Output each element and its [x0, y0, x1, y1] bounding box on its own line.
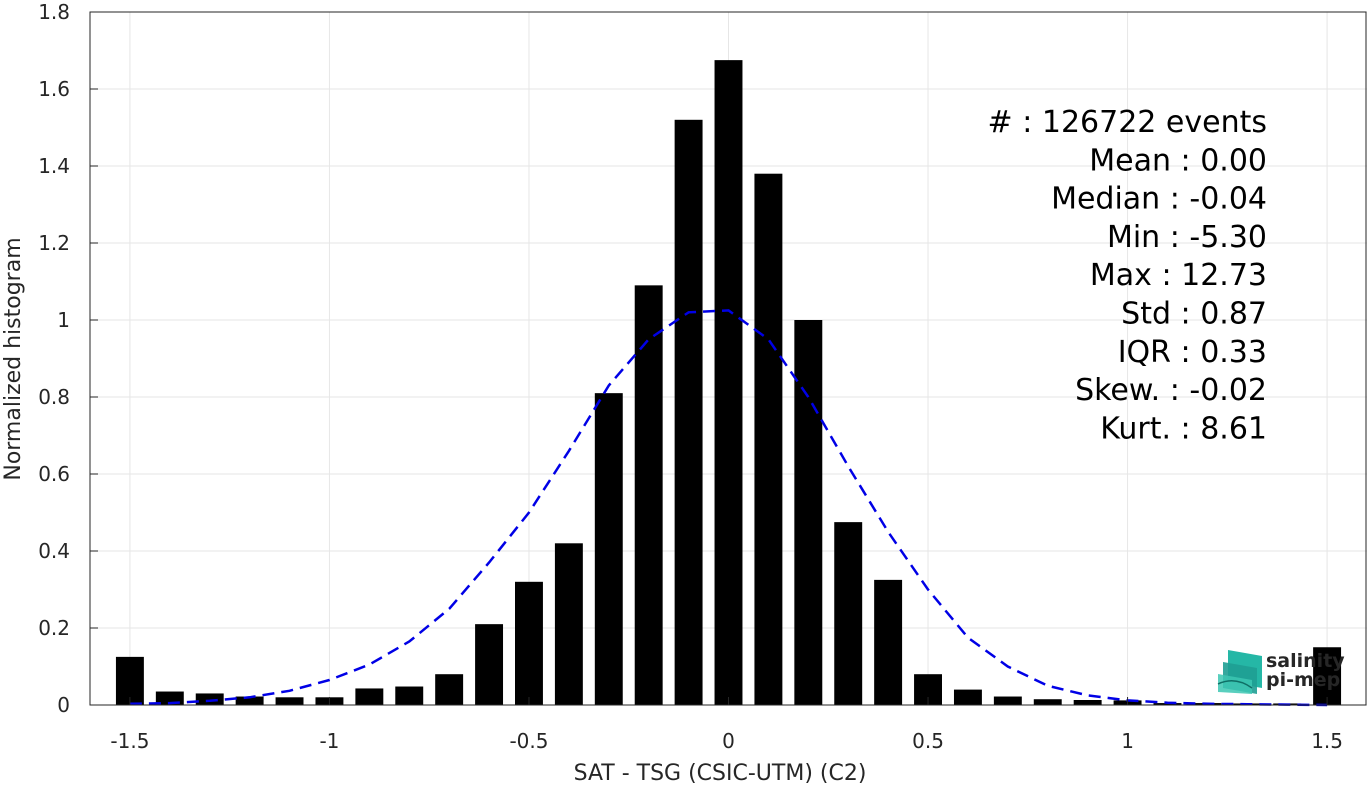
logo-text-pi-mep: pi-mep	[1266, 669, 1340, 691]
histogram-bar	[714, 60, 743, 705]
x-axis-ticks: -1.5 -1 -0.5 0 0.5 1 1.5	[110, 697, 1343, 753]
y-tick-label: 0.2	[38, 616, 70, 640]
y-axis-ticks: 0 0.2 0.4 0.6 0.8 1 1.2 1.4 1.6 1.8	[38, 0, 98, 717]
histogram-bar	[395, 686, 424, 705]
histogram-bar	[355, 688, 384, 705]
stats-line: # : 126722 events	[988, 105, 1267, 140]
histogram-bar	[435, 674, 464, 705]
stats-line: Kurt. : 8.61	[1100, 411, 1267, 446]
y-tick-label: 0.4	[38, 539, 70, 563]
x-tick-label: -1.5	[110, 729, 149, 753]
histogram-bar	[1073, 699, 1102, 705]
x-tick-label: 1.5	[1311, 729, 1343, 753]
stats-line: Max : 12.73	[1090, 258, 1267, 293]
x-tick-label: -1	[319, 729, 339, 753]
histogram-bar	[874, 579, 903, 705]
x-tick-label: -0.5	[509, 729, 548, 753]
histogram-bar	[594, 393, 623, 705]
logo-text-salinity: salinity	[1266, 650, 1345, 672]
stats-line: IQR : 0.33	[1118, 335, 1267, 370]
stats-line: Skew. : -0.02	[1075, 373, 1267, 408]
y-tick-label: 1	[57, 308, 70, 332]
y-tick-label: 1.2	[38, 231, 70, 255]
histogram-bar	[235, 696, 264, 705]
y-tick-label: 1.6	[38, 77, 70, 101]
y-tick-label: 0.8	[38, 385, 70, 409]
histogram-bar	[1033, 699, 1062, 705]
stats-line: Mean : 0.00	[1089, 143, 1267, 178]
x-axis-title: SAT - TSG (CSIC-UTM) (C2)	[574, 761, 867, 785]
logo-wave-icon	[1217, 650, 1262, 694]
y-tick-label: 0	[57, 693, 70, 717]
histogram-bar	[834, 522, 863, 705]
stats-line: Median : -0.04	[1051, 182, 1267, 217]
histogram-bar	[1313, 647, 1342, 705]
y-tick-label: 1.4	[38, 154, 70, 178]
histogram-bar	[794, 320, 823, 705]
y-tick-label: 0.6	[38, 462, 70, 486]
histogram-bar	[475, 624, 504, 705]
x-tick-label: 0.5	[912, 729, 944, 753]
stats-line: Std : 0.87	[1121, 297, 1267, 332]
histogram-bar	[953, 689, 982, 705]
histogram-bar	[115, 656, 144, 705]
histogram-bar	[554, 543, 583, 705]
y-axis-title: Normalized histogram	[1, 237, 26, 480]
histogram-bar	[275, 697, 304, 705]
histogram-bar	[195, 693, 224, 705]
histogram-bar	[993, 696, 1022, 705]
stats-line: Min : -5.30	[1107, 220, 1267, 255]
histogram-bar	[754, 173, 783, 705]
histogram-bar	[634, 285, 663, 705]
histogram-bar	[674, 119, 703, 706]
y-tick-label: 1.8	[38, 0, 70, 24]
x-tick-label: 0	[722, 729, 735, 753]
salinity-pi-mep-logo: salinity pi-mep	[1217, 650, 1345, 694]
x-tick-label: 1	[1121, 729, 1134, 753]
histogram-bar	[515, 581, 543, 705]
histogram-bar	[1153, 703, 1182, 705]
